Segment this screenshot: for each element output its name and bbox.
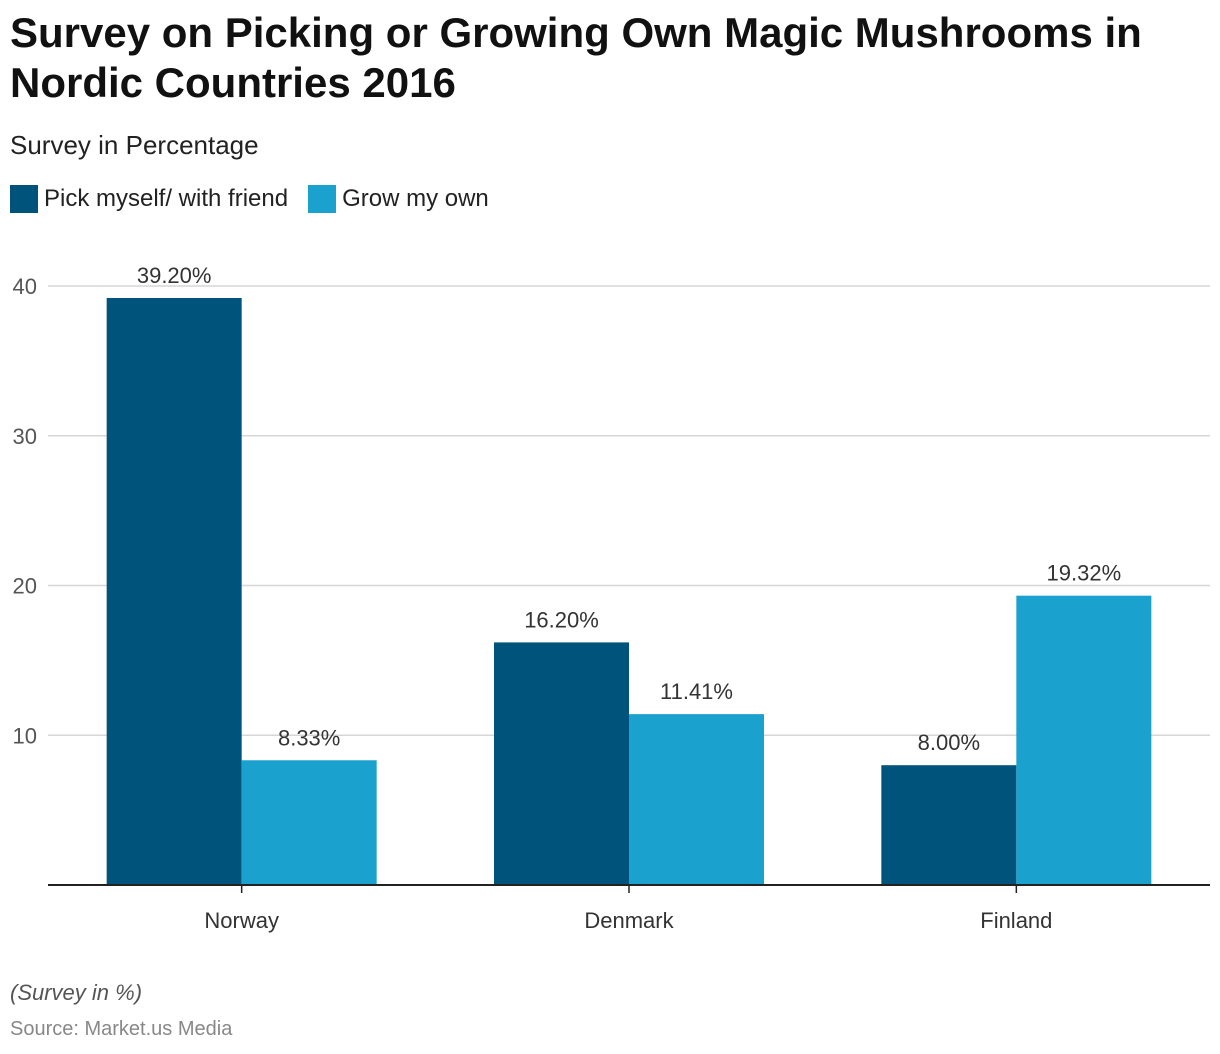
x-tick-label: Norway: [204, 908, 279, 933]
bar-denmark-pick: [494, 642, 629, 885]
y-tick-label: 20: [13, 574, 37, 599]
legend: Pick myself/ with friend Grow my own: [10, 185, 489, 213]
bar-denmark-grow: [629, 714, 764, 885]
chart-subtitle: Survey in Percentage: [10, 130, 259, 160]
legend-swatch-pick: [10, 185, 38, 213]
x-tick-label: Denmark: [584, 908, 674, 933]
data-label: 39.20%: [137, 263, 212, 288]
y-tick-label: 40: [13, 274, 37, 299]
bar-finland-pick: [881, 765, 1017, 885]
data-label: 11.41%: [660, 679, 733, 704]
legend-label-grow: Grow my own: [342, 185, 489, 212]
data-label: 16.20%: [524, 607, 599, 632]
y-tick-label: 30: [13, 424, 37, 449]
legend-item-pick[interactable]: Pick myself/ with friend: [10, 185, 288, 213]
chart-title: Survey on Picking or Growing Own Magic M…: [10, 9, 1142, 106]
data-label: 19.32%: [1047, 561, 1122, 586]
chart-note: (Survey in %): [10, 980, 143, 1005]
y-tick-label: 10: [13, 723, 37, 748]
legend-label-pick: Pick myself/ with friend: [44, 185, 289, 212]
chart-source: Source: Market.us Media: [10, 1018, 233, 1040]
x-tick-label: Finland: [980, 908, 1052, 933]
legend-swatch-grow: [308, 185, 337, 213]
bar-finland-grow: [1016, 595, 1152, 885]
bar-norway-grow: [241, 760, 377, 885]
bar-norway-pick: [106, 297, 242, 886]
data-label: 8.00%: [918, 730, 980, 755]
data-label: 8.33%: [278, 725, 340, 750]
legend-item-grow[interactable]: Grow my own: [308, 185, 489, 213]
